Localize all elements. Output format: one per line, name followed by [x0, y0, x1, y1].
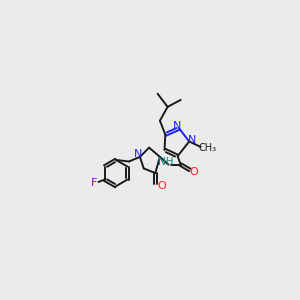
Text: N: N: [173, 121, 181, 131]
Text: O: O: [157, 181, 166, 191]
Text: O: O: [189, 167, 198, 177]
Text: N: N: [134, 149, 142, 159]
Text: N: N: [188, 135, 196, 145]
Text: NH: NH: [158, 157, 174, 167]
Text: F: F: [91, 178, 97, 188]
Text: CH₃: CH₃: [199, 143, 217, 153]
